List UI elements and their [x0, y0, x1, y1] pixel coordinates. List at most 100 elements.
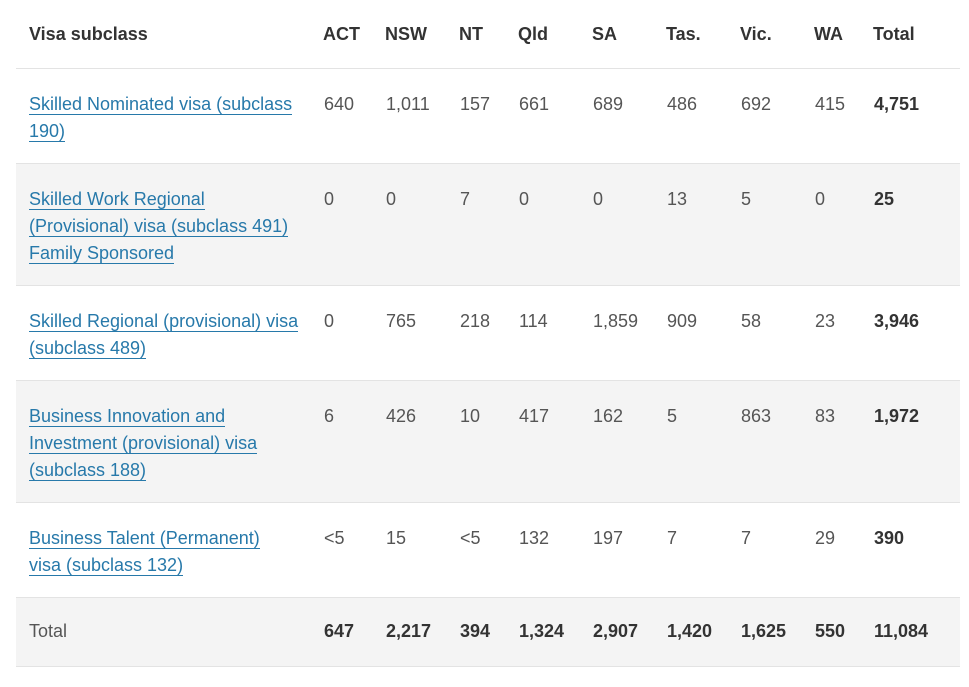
sa-cell: 197: [592, 502, 666, 598]
visa-link-subclass-491[interactable]: Skilled Work Regional: [29, 189, 205, 210]
tas-cell: 909: [666, 285, 740, 381]
header-nt: NT: [459, 0, 518, 69]
visa-link-subclass-491-family[interactable]: Family Sponsored: [29, 243, 175, 264]
visa-link-subclass-489-cont[interactable]: (subclass 489): [29, 338, 147, 359]
nsw-cell: 1,011: [385, 68, 459, 164]
header-vic: Vic.: [740, 0, 814, 69]
nsw-total: 2,217: [385, 597, 459, 667]
row-total-cell: 25: [873, 163, 960, 286]
nt-cell: 10: [459, 380, 518, 503]
row-total-cell: 1,972: [873, 380, 960, 503]
act-cell: <5: [323, 502, 385, 598]
tas-cell: 486: [666, 68, 740, 164]
wa-total: 550: [814, 597, 873, 667]
visa-link-subclass-190[interactable]: Skilled Nominated visa (subclass: [29, 94, 293, 115]
grand-total: 11,084: [873, 597, 960, 667]
nsw-cell: 15: [385, 502, 459, 598]
header-nsw: NSW: [385, 0, 459, 69]
nt-cell: <5: [459, 502, 518, 598]
act-total: 647: [323, 597, 385, 667]
act-cell: 640: [323, 68, 385, 164]
visa-subclass-cell: Business Talent (Permanent) visa (subcla…: [16, 502, 323, 598]
header-qld: Qld: [518, 0, 592, 69]
sa-cell: 162: [592, 380, 666, 503]
act-cell: 0: [323, 163, 385, 286]
visa-link-subclass-188-cont[interactable]: Investment (provisional) visa: [29, 433, 258, 454]
vic-total: 1,625: [740, 597, 814, 667]
vic-cell: 58: [740, 285, 814, 381]
visa-link-text: Family Sponsored: [29, 243, 175, 263]
wa-cell: 29: [814, 502, 873, 598]
act-cell: 6: [323, 380, 385, 503]
visa-link-text: Skilled Work Regional: [29, 189, 205, 209]
visa-subclass-cell: Skilled Regional (provisional) visa (sub…: [16, 285, 323, 381]
header-visa-subclass: Visa subclass: [16, 0, 323, 69]
nt-cell: 7: [459, 163, 518, 286]
visa-link-subclass-132[interactable]: Business Talent (Permanent): [29, 528, 260, 549]
visa-subclass-cell: Business Innovation and Investment (prov…: [16, 380, 323, 503]
visa-link-text: Skilled Regional (provisional) visa: [29, 311, 299, 331]
visa-link-text: 190): [29, 121, 66, 141]
visa-link-text: (Provisional) visa (subclass 491): [29, 216, 289, 236]
vic-cell: 5: [740, 163, 814, 286]
header-tas: Tas.: [666, 0, 740, 69]
wa-cell: 0: [814, 163, 873, 286]
visa-link-text: (subclass 188): [29, 460, 147, 480]
row-total-cell: 3,946: [873, 285, 960, 381]
header-wa: WA: [814, 0, 873, 69]
visa-link-subclass-190-cont[interactable]: 190): [29, 121, 66, 142]
row-total-cell: 390: [873, 502, 960, 598]
visa-link-text: Investment (provisional) visa: [29, 433, 258, 453]
header-total: Total: [873, 0, 960, 69]
qld-cell: 132: [518, 502, 592, 598]
visa-table: Visa subclass ACT NSW NT Qld SA Tas. Vic…: [16, 0, 960, 667]
visa-subclass-cell: Skilled Work Regional (Provisional) visa…: [16, 163, 323, 286]
sa-cell: 1,859: [592, 285, 666, 381]
nt-cell: 218: [459, 285, 518, 381]
qld-total: 1,324: [518, 597, 592, 667]
header-sa: SA: [592, 0, 666, 69]
nt-total: 394: [459, 597, 518, 667]
vic-cell: 692: [740, 68, 814, 164]
table-row: Business Talent (Permanent) visa (subcla…: [16, 502, 960, 598]
row-total-cell: 4,751: [873, 68, 960, 164]
visa-link-text: (subclass 489): [29, 338, 147, 358]
table-row: Skilled Regional (provisional) visa (sub…: [16, 285, 960, 381]
grand-total-row: Total 647 2,217 394 1,324 2,907 1,420 1,…: [16, 597, 960, 667]
tas-cell: 7: [666, 502, 740, 598]
sa-total: 2,907: [592, 597, 666, 667]
visa-link-subclass-188-end[interactable]: (subclass 188): [29, 460, 147, 481]
visa-link-text: Business Innovation and: [29, 406, 226, 426]
nt-cell: 157: [459, 68, 518, 164]
table-row: Skilled Nominated visa (subclass 190) 64…: [16, 68, 960, 164]
visa-link-subclass-188[interactable]: Business Innovation and: [29, 406, 226, 427]
table-row: Business Innovation and Investment (prov…: [16, 380, 960, 503]
visa-link-text: Skilled Nominated visa (subclass: [29, 94, 293, 114]
qld-cell: 661: [518, 68, 592, 164]
total-label: Total: [16, 597, 323, 667]
nsw-cell: 426: [385, 380, 459, 503]
nsw-cell: 765: [385, 285, 459, 381]
visa-subclass-cell: Skilled Nominated visa (subclass 190): [16, 68, 323, 164]
tas-cell: 5: [666, 380, 740, 503]
visa-link-text: visa (subclass 132): [29, 555, 184, 575]
visa-link-subclass-491-cont[interactable]: (Provisional) visa (subclass 491): [29, 216, 289, 237]
act-cell: 0: [323, 285, 385, 381]
visa-link-subclass-489[interactable]: Skilled Regional (provisional) visa: [29, 311, 299, 332]
visa-link-text: Business Talent (Permanent): [29, 528, 260, 548]
qld-cell: 114: [518, 285, 592, 381]
wa-cell: 83: [814, 380, 873, 503]
sa-cell: 0: [592, 163, 666, 286]
table-row: Skilled Work Regional (Provisional) visa…: [16, 163, 960, 286]
sa-cell: 689: [592, 68, 666, 164]
qld-cell: 417: [518, 380, 592, 503]
header-row: Visa subclass ACT NSW NT Qld SA Tas. Vic…: [16, 0, 960, 69]
wa-cell: 23: [814, 285, 873, 381]
vic-cell: 863: [740, 380, 814, 503]
tas-total: 1,420: [666, 597, 740, 667]
vic-cell: 7: [740, 502, 814, 598]
visa-link-subclass-132-cont[interactable]: visa (subclass 132): [29, 555, 184, 576]
nsw-cell: 0: [385, 163, 459, 286]
qld-cell: 0: [518, 163, 592, 286]
tas-cell: 13: [666, 163, 740, 286]
